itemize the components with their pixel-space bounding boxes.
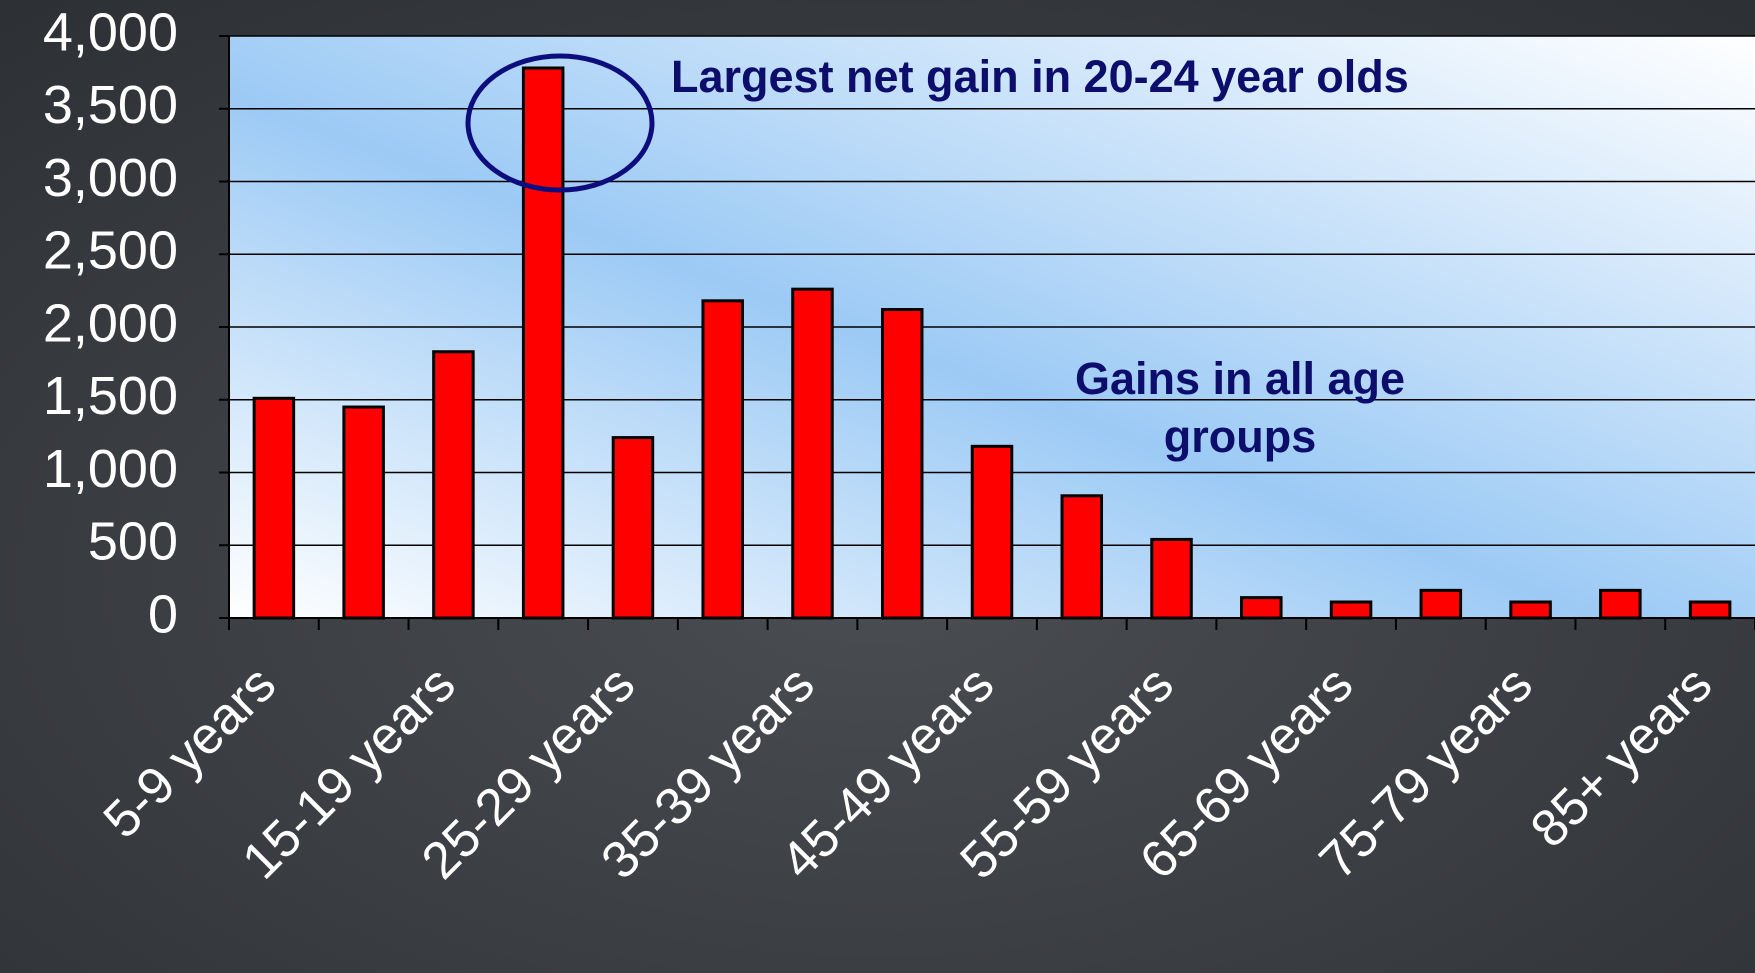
bar [1152,539,1191,618]
y-tick-label: 2,500 [43,221,178,281]
annotation: Gains in all age groups [1030,350,1450,466]
bar [613,438,652,618]
bar [1062,496,1101,618]
bar [344,407,383,618]
bar [793,289,832,618]
bar [254,398,293,618]
bar [1601,590,1640,618]
bar [972,446,1011,618]
y-tick-label: 500 [88,512,178,572]
y-tick-label: 1,000 [43,439,178,499]
bar [434,352,473,618]
y-tick-label: 3,000 [43,148,178,208]
page: {"chart_data": {"type": "bar", "categori… [0,0,1755,973]
bar [523,68,562,618]
bar [1690,602,1729,618]
y-tick-label: 3,500 [43,75,178,135]
bar [1331,602,1370,618]
bar [1511,602,1550,618]
annotation: Largest net gain in 20-24 year olds [671,51,1409,102]
bar [1421,590,1460,618]
y-tick-label: 4,000 [43,2,178,62]
chart: Largest net gain in 20-24 year olds Gain… [0,0,1755,973]
annotation-box: Gains in all age groups [1030,350,1450,480]
bar [703,301,742,618]
bar [1242,598,1281,618]
bar [882,310,921,618]
y-tick-label: 2,000 [43,293,178,353]
y-tick-label: 0 [148,584,178,644]
y-tick-label: 1,500 [43,366,178,426]
